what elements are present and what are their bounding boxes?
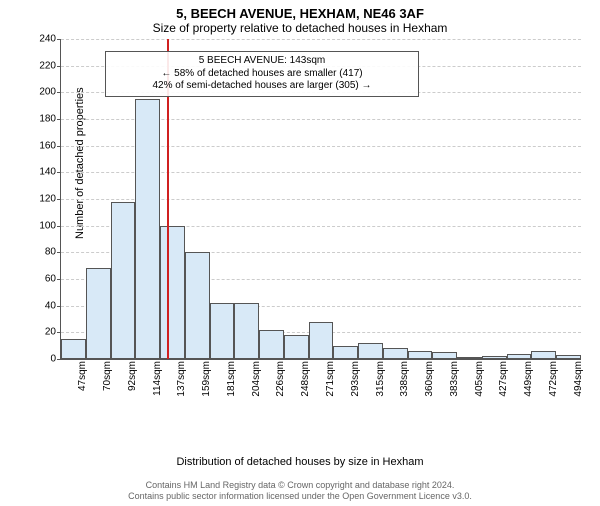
footer-line-2: Contains public sector information licen…	[0, 491, 600, 502]
xtick-label: 360sqm	[424, 361, 435, 397]
chart-container: Number of detached properties 0204060801…	[60, 39, 580, 389]
histogram-bar	[358, 343, 383, 359]
annotation-line: 5 BEECH AVENUE: 143sqm	[112, 55, 412, 68]
ytick-label: 220	[26, 60, 56, 71]
histogram-bar	[61, 339, 86, 359]
ytick-label: 60	[26, 274, 56, 285]
ytick-label: 0	[26, 354, 56, 365]
histogram-bar	[185, 252, 210, 359]
ytick-label: 20	[26, 327, 56, 338]
xtick-label: 315sqm	[375, 361, 386, 397]
histogram-bar	[210, 303, 235, 359]
xtick-label: 114sqm	[152, 361, 163, 396]
footer-line-1: Contains HM Land Registry data © Crown c…	[0, 480, 600, 491]
xtick-label: 47sqm	[77, 361, 88, 391]
ytick-label: 100	[26, 220, 56, 231]
histogram-bar	[160, 226, 185, 359]
ytick-mark	[57, 92, 61, 93]
xtick-label: 449sqm	[523, 361, 534, 397]
xtick-label: 159sqm	[201, 361, 212, 397]
xtick-label: 226sqm	[275, 361, 286, 397]
ytick-label: 180	[26, 114, 56, 125]
ytick-label: 40	[26, 300, 56, 311]
xtick-label: 405sqm	[474, 361, 485, 397]
histogram-bar	[135, 99, 160, 359]
xtick-label: 92sqm	[127, 361, 138, 391]
ytick-label: 240	[26, 34, 56, 45]
ytick-label: 120	[26, 194, 56, 205]
annotation-line: ← 58% of detached houses are smaller (41…	[112, 68, 412, 81]
histogram-bar	[556, 355, 581, 359]
xtick-label: 271sqm	[325, 361, 336, 397]
ytick-mark	[57, 306, 61, 307]
histogram-bar	[408, 351, 433, 359]
histogram-bar	[284, 335, 309, 359]
plot-area: 02040608010012014016018020022024047sqm70…	[60, 39, 581, 360]
histogram-bar	[383, 348, 408, 359]
main-title: 5, BEECH AVENUE, HEXHAM, NE46 3AF	[0, 6, 600, 21]
histogram-bar	[333, 346, 358, 359]
xtick-label: 472sqm	[548, 361, 559, 397]
footer: Contains HM Land Registry data © Crown c…	[0, 480, 600, 502]
histogram-bar	[432, 352, 457, 359]
ytick-label: 160	[26, 140, 56, 151]
ytick-mark	[57, 172, 61, 173]
xtick-label: 248sqm	[300, 361, 311, 397]
xtick-label: 383sqm	[449, 361, 460, 397]
ytick-label: 140	[26, 167, 56, 178]
histogram-bar	[309, 322, 334, 359]
ytick-mark	[57, 146, 61, 147]
xtick-label: 137sqm	[176, 361, 187, 397]
ytick-mark	[57, 39, 61, 40]
ytick-mark	[57, 332, 61, 333]
gridline	[61, 39, 581, 40]
xtick-label: 293sqm	[350, 361, 361, 397]
xtick-label: 70sqm	[102, 361, 113, 391]
xtick-label: 338sqm	[399, 361, 410, 397]
histogram-bar	[507, 354, 532, 359]
ytick-mark	[57, 66, 61, 67]
x-axis-label: Distribution of detached houses by size …	[0, 456, 600, 468]
xtick-label: 181sqm	[226, 361, 237, 397]
histogram-bar	[482, 356, 507, 359]
xtick-label: 427sqm	[498, 361, 509, 397]
histogram-bar	[531, 351, 556, 359]
histogram-bar	[259, 330, 284, 359]
xtick-label: 204sqm	[251, 361, 262, 397]
annotation-line: 42% of semi-detached houses are larger (…	[112, 80, 412, 93]
sub-title: Size of property relative to detached ho…	[0, 21, 600, 35]
annotation-box: 5 BEECH AVENUE: 143sqm← 58% of detached …	[105, 51, 419, 97]
ytick-mark	[57, 252, 61, 253]
ytick-mark	[57, 199, 61, 200]
histogram-bar	[86, 268, 111, 359]
xtick-label: 494sqm	[573, 361, 584, 397]
ytick-mark	[57, 359, 61, 360]
ytick-label: 200	[26, 87, 56, 98]
ytick-label: 80	[26, 247, 56, 258]
ytick-mark	[57, 279, 61, 280]
histogram-bar	[111, 202, 136, 359]
histogram-bar	[457, 357, 482, 359]
histogram-bar	[234, 303, 259, 359]
ytick-mark	[57, 226, 61, 227]
ytick-mark	[57, 119, 61, 120]
